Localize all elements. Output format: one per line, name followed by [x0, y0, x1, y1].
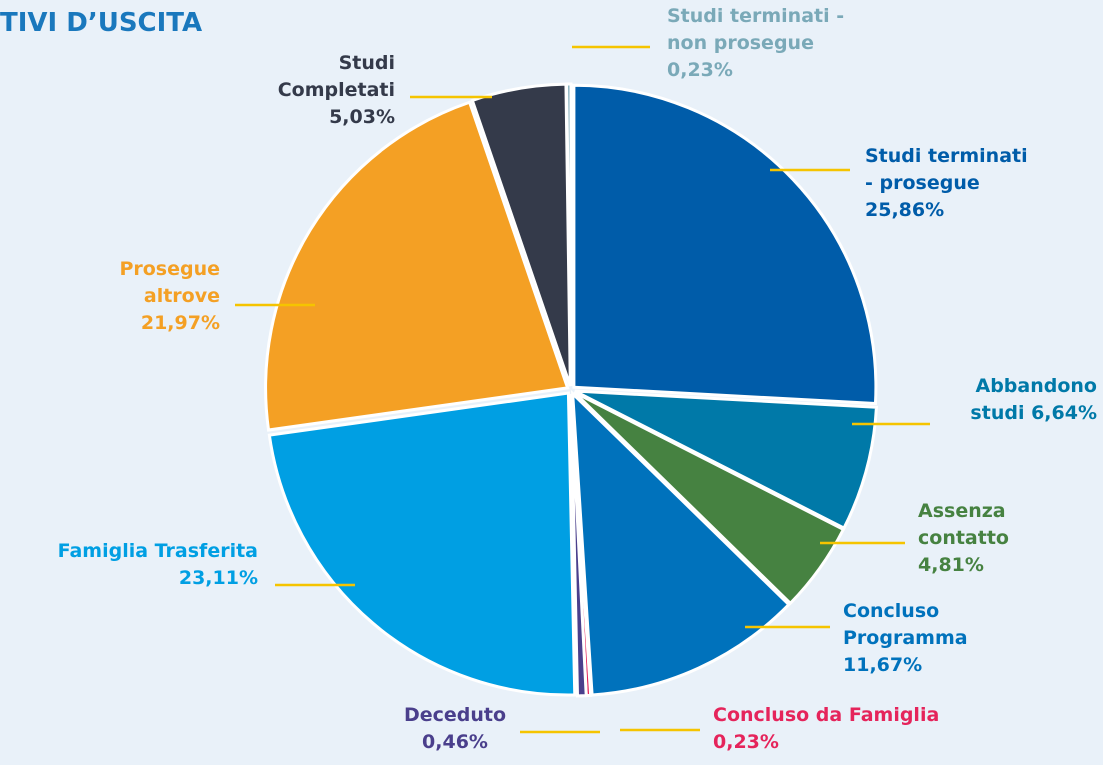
value-label: 0,23% — [667, 59, 733, 81]
slice-label: Abbandono studi 6,64% — [970, 373, 1097, 427]
pie-slice — [573, 390, 846, 606]
value-label: 25,86% — [865, 199, 945, 221]
slice-label: Assenza contatto 4,81% — [918, 498, 1009, 579]
value-label: 21,97% — [140, 312, 220, 334]
slice-label: Studi Completati 5,03% — [278, 50, 395, 131]
pie-slice — [264, 100, 570, 432]
slice-label: Deceduto 0,46% — [355, 702, 555, 756]
category-name: Concluso da Famiglia — [713, 704, 940, 726]
value-label: 4,81% — [918, 554, 984, 576]
pie-slice — [570, 389, 791, 697]
value-label: 0,46% — [422, 731, 488, 753]
slice-label: Concluso Programma 11,67% — [843, 598, 968, 679]
value-label: 11,67% — [843, 654, 923, 676]
pie-slice — [565, 82, 573, 387]
slice-label: Studi terminati - non prosegue 0,23% — [667, 3, 844, 84]
value-label: 0,23% — [713, 731, 779, 753]
category-name: Studi Completati — [277, 52, 395, 101]
value-label: 6,64% — [1031, 402, 1097, 424]
chart-title: TIVI D’USCITA — [0, 8, 203, 38]
pie-slice — [569, 393, 588, 698]
slice-label: Famiglia Trasferita 23,11% — [58, 538, 258, 592]
value-label: 5,03% — [329, 106, 395, 128]
category-name: Abbandono studi — [970, 375, 1097, 424]
value-label: 23,11% — [178, 567, 258, 589]
category-name: Prosegue altrove — [119, 258, 220, 307]
pie-slice — [267, 391, 577, 697]
category-name: Concluso Programma — [843, 600, 968, 649]
category-name: Famiglia Trasferita — [57, 540, 258, 562]
category-name: Deceduto — [403, 704, 507, 726]
category-name: Studi terminati - non prosegue — [667, 5, 845, 54]
pie-slice — [572, 83, 878, 406]
slice-label: Concluso da Famiglia 0,23% — [713, 702, 939, 756]
category-name: Assenza contatto — [918, 500, 1009, 549]
pie-slice — [574, 389, 879, 531]
slice-label: Prosegue altrove 21,97% — [119, 256, 220, 337]
slice-label: Studi terminati - prosegue 25,86% — [865, 143, 1028, 224]
category-name: Studi terminati - prosegue — [865, 145, 1028, 194]
